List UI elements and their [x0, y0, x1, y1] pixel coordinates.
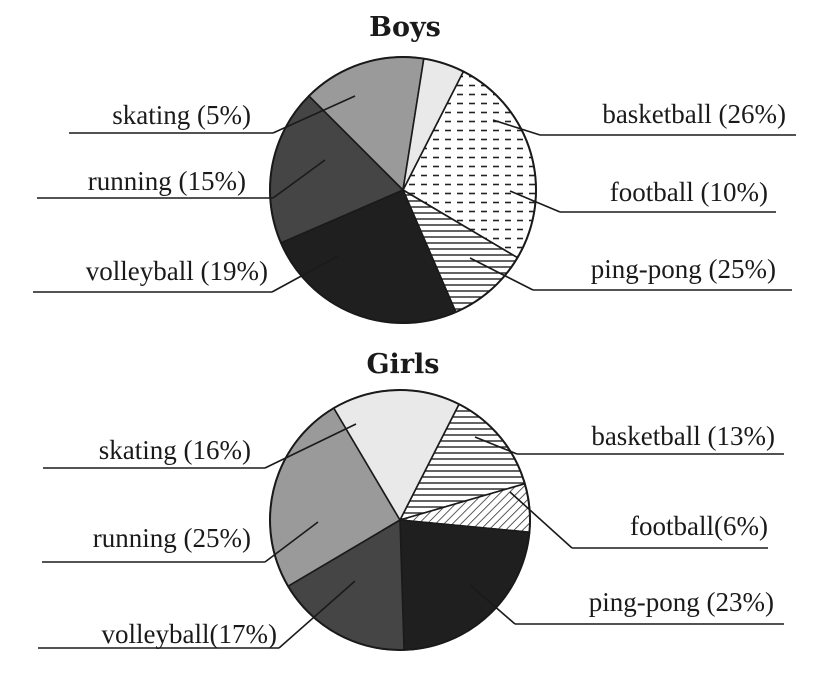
girls-label-ping-pong: ping-pong (23%) — [589, 587, 774, 617]
girls-label-skating: skating (16%) — [99, 435, 251, 465]
girls-slice-ping-pong — [399, 519, 531, 651]
girls-pie-outline — [269, 389, 531, 651]
girls-label-basketball: basketball (13%) — [591, 421, 775, 451]
boys-pie: basketball (26%) football (10%) ping-pong … — [33, 56, 796, 324]
girls-leader-line-running — [264, 521, 319, 563]
girls-leader-line-football — [509, 491, 573, 549]
boys-label-volleyball: volleyball (19%) — [86, 256, 268, 286]
boys-label-football: football (10%) — [610, 177, 768, 207]
boys-label-ping-pong: ping-pong (25%) — [591, 254, 776, 284]
girls-pie: basketball (13%) football(6%) ping-pong (2… — [38, 389, 784, 651]
boys-label-running: running (15%) — [88, 166, 246, 196]
girls-label-volleyball: volleyball(17%) — [102, 619, 277, 649]
girls-leader-line-skating — [264, 423, 357, 469]
boys-leader-line-volleyball — [271, 255, 339, 293]
boys-leader-line-basketball — [492, 119, 541, 136]
boys-label-basketball: basketball (26%) — [602, 99, 786, 129]
girls-label-running: running (25%) — [93, 523, 251, 553]
boys-leader-line-football — [509, 190, 561, 213]
girls-chart-title: Girls — [367, 349, 440, 380]
boys-pie-outline — [269, 56, 537, 324]
boys-chart-title: Boys — [369, 12, 441, 43]
boys-leader-line-ping-pong — [469, 257, 534, 291]
girls-leader-line-volleyball — [278, 580, 356, 649]
girls-leader-line-ping-pong — [469, 584, 516, 625]
boys-label-skating: skating (5%) — [112, 100, 251, 130]
boys-leader-line-skating — [272, 95, 356, 134]
girls-leader-line-basketball — [474, 436, 518, 455]
girls-label-football: football(6%) — [630, 511, 768, 541]
boys-leader-line-running — [272, 159, 326, 199]
